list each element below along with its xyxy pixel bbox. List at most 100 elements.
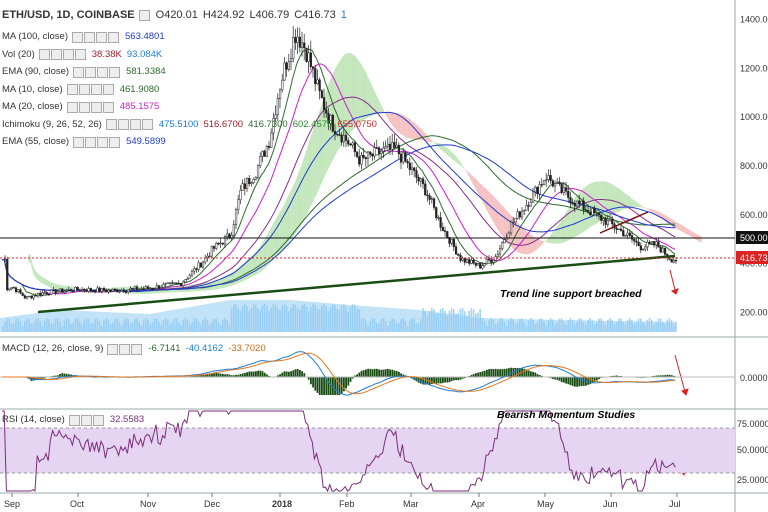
cloud-segment (371, 84, 374, 116)
cloud-segment (345, 53, 348, 140)
settings-icon[interactable] (90, 84, 102, 95)
settings-icon[interactable] (80, 414, 92, 426)
settings-icon[interactable] (74, 49, 86, 60)
cloud-segment (699, 235, 702, 243)
macd-histogram-bar (492, 369, 495, 377)
candle (124, 291, 128, 293)
cloud-segment (413, 121, 416, 140)
cloud-segment (470, 174, 473, 184)
candle (591, 208, 594, 216)
settings-icon[interactable] (117, 119, 129, 130)
candle (567, 190, 570, 198)
candle (17, 289, 20, 293)
settings-icon[interactable] (109, 136, 121, 148)
rsi-value: 32.5583 (109, 414, 145, 425)
candle (630, 235, 634, 240)
cloud-segment (534, 237, 537, 252)
settings-icon[interactable] (73, 66, 85, 78)
cloud-segment (307, 138, 310, 213)
candle (580, 200, 583, 205)
candle (589, 211, 592, 216)
candle (10, 287, 13, 290)
settings-icon[interactable] (50, 49, 62, 60)
macd-histogram-bar (666, 374, 669, 377)
candle (520, 210, 524, 218)
settings-icon[interactable] (107, 343, 119, 355)
settings-icon[interactable] (38, 49, 50, 60)
candle (395, 144, 398, 148)
cloud-segment (618, 187, 621, 212)
settings-icon[interactable] (141, 119, 153, 130)
candle (76, 287, 79, 291)
macd-histogram-bar (472, 374, 475, 377)
macd-histogram-bar (334, 377, 336, 395)
candle (474, 262, 477, 266)
candle (487, 258, 491, 261)
settings-icon[interactable] (119, 343, 131, 355)
cloud-segment (428, 137, 431, 142)
settings-icon[interactable] (78, 101, 90, 113)
settings-icon[interactable] (129, 119, 141, 130)
candle (267, 145, 271, 148)
candle (639, 245, 642, 251)
cloud-segment (380, 103, 383, 113)
macd-histogram-bar (556, 377, 559, 380)
settings-icon[interactable] (97, 136, 109, 148)
macd-histogram-bar (653, 375, 655, 377)
settings-icon[interactable] (97, 66, 109, 78)
settings-icon[interactable] (108, 31, 119, 43)
candle (8, 288, 11, 291)
cloud-segment (356, 56, 359, 127)
candle (303, 42, 306, 49)
macd-histogram-bar (538, 375, 541, 377)
candle (131, 288, 134, 290)
cloud-segment (402, 114, 405, 137)
candle (43, 292, 46, 294)
settings-icon[interactable] (131, 343, 143, 355)
settings-icon[interactable] (102, 84, 114, 95)
candle (507, 232, 510, 239)
candle (83, 289, 86, 291)
settings-icon[interactable] (102, 101, 114, 113)
settings-icon[interactable] (85, 136, 97, 148)
settings-icon[interactable] (90, 101, 102, 113)
indicator-legend: MA (100, close) 563.4801 (2, 30, 165, 44)
settings-icon[interactable] (109, 66, 121, 78)
candle (371, 153, 374, 157)
eye-icon[interactable] (138, 9, 150, 21)
candle (45, 292, 48, 295)
candle (142, 288, 145, 290)
settings-icon[interactable] (96, 31, 107, 43)
candle (329, 114, 332, 124)
cloud-segment (488, 190, 491, 217)
cloud-segment (633, 199, 636, 208)
settings-icon[interactable] (68, 414, 80, 426)
candle (644, 246, 647, 250)
settings-icon[interactable] (73, 136, 85, 148)
settings-icon[interactable] (85, 66, 97, 78)
candle (415, 170, 418, 178)
candle (375, 147, 378, 149)
candle (479, 263, 482, 269)
settings-icon[interactable] (105, 119, 117, 130)
macd-histogram-bar (288, 371, 290, 377)
macd-histogram-bar (283, 371, 286, 377)
candle (182, 281, 185, 286)
cloud-segment (433, 141, 436, 145)
candle (608, 218, 612, 221)
cloud-segment (503, 207, 506, 242)
settings-icon[interactable] (72, 31, 83, 43)
cloud-segment (39, 274, 42, 284)
settings-icon[interactable] (66, 84, 78, 95)
settings-icon[interactable] (78, 84, 90, 95)
settings-icon[interactable] (66, 101, 78, 113)
cloud-segment (475, 178, 478, 192)
macd-histogram-bar (356, 374, 358, 377)
settings-icon[interactable] (92, 414, 104, 426)
settings-icon[interactable] (84, 31, 95, 43)
settings-icon[interactable] (62, 49, 74, 60)
candle (472, 259, 475, 264)
macd-histogram-bar (257, 370, 259, 377)
candle (146, 286, 150, 289)
